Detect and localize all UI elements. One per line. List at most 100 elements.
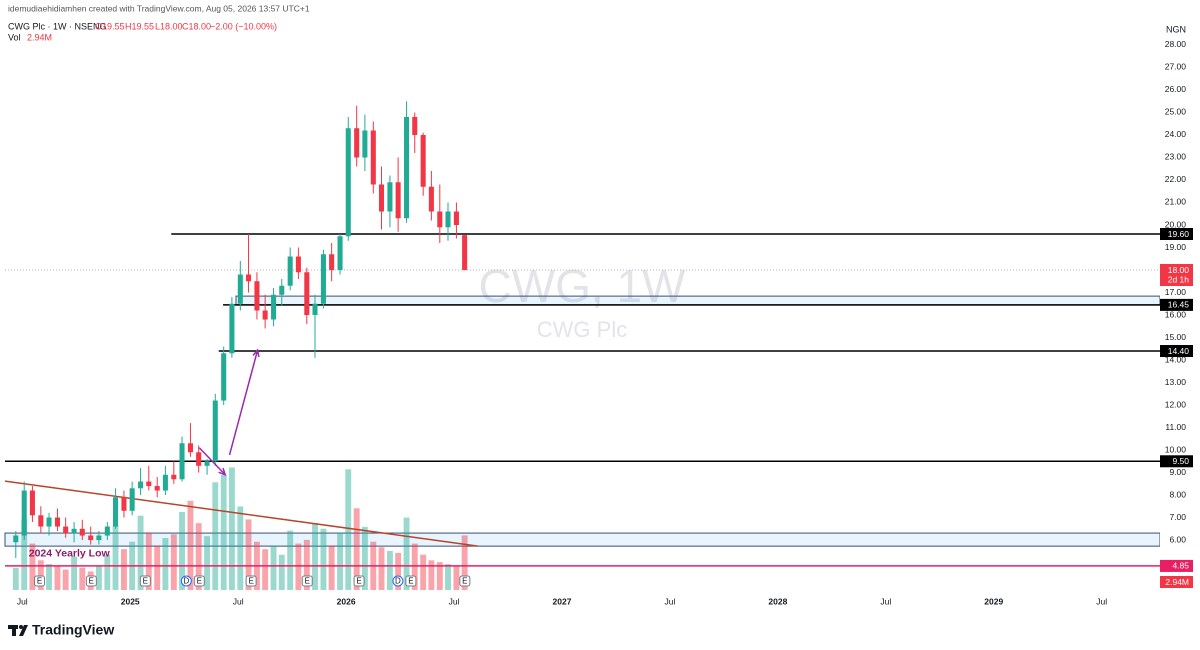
watermark-sub: CWG Plc bbox=[537, 317, 627, 342]
event-marker bbox=[353, 575, 365, 587]
y-tick-label: 23.00 bbox=[1165, 152, 1187, 162]
candle-body bbox=[271, 294, 277, 320]
event-label: D bbox=[183, 577, 189, 586]
legend-open: O19.55 bbox=[95, 21, 125, 31]
last-price-label: 18.00 bbox=[1168, 265, 1190, 275]
brand-name: TradingView bbox=[32, 622, 114, 638]
candle-body bbox=[462, 235, 468, 271]
event-marker bbox=[301, 575, 313, 587]
level-label: 9.50 bbox=[1172, 456, 1189, 466]
y-tick-label: 20.00 bbox=[1165, 219, 1187, 229]
volume-bar bbox=[237, 506, 244, 590]
x-tick-label: 2028 bbox=[768, 596, 787, 606]
event-marker bbox=[405, 575, 417, 587]
volume-bar bbox=[121, 549, 127, 590]
event-marker bbox=[34, 575, 46, 587]
candle-body bbox=[71, 528, 77, 534]
candle-body bbox=[362, 130, 368, 158]
volume-bar bbox=[170, 534, 177, 590]
candle-body bbox=[404, 116, 410, 219]
event-label: E bbox=[305, 577, 310, 586]
volume-bar bbox=[378, 547, 385, 590]
volume-bar bbox=[204, 536, 211, 590]
candle-body bbox=[445, 211, 451, 228]
candle-body bbox=[420, 134, 426, 187]
candle-body bbox=[345, 128, 351, 237]
volume-bar bbox=[21, 519, 28, 590]
candle-body bbox=[221, 353, 227, 401]
volume-bar bbox=[328, 545, 335, 590]
level-label-box bbox=[1160, 345, 1193, 358]
y-tick-label: 28.00 bbox=[1165, 39, 1187, 49]
candle-body bbox=[187, 443, 193, 453]
volume-bar bbox=[270, 545, 277, 590]
candle-body bbox=[312, 303, 318, 316]
volume-bar bbox=[411, 543, 418, 590]
volume-label-box bbox=[1160, 576, 1193, 588]
candle-body bbox=[63, 526, 69, 534]
candle-body bbox=[129, 488, 135, 511]
volume-bar bbox=[461, 535, 468, 590]
volume-bar bbox=[345, 469, 352, 590]
volume-bar bbox=[71, 556, 78, 590]
candle-body bbox=[329, 254, 335, 271]
volume-bar bbox=[245, 519, 252, 590]
volume-bar bbox=[303, 539, 310, 590]
event-label: E bbox=[89, 577, 94, 586]
candle-body bbox=[453, 211, 459, 226]
legend-change: −2.00 (−10.00%) bbox=[210, 21, 277, 31]
volume-bar bbox=[428, 560, 435, 590]
x-tick-label: Jul bbox=[17, 596, 28, 606]
arrow bbox=[198, 447, 226, 476]
candle-body bbox=[279, 285, 285, 295]
volume-bar bbox=[29, 543, 36, 590]
candle-body bbox=[295, 256, 301, 273]
candle-body bbox=[88, 535, 94, 541]
volume-bar bbox=[187, 500, 194, 590]
x-tick-label: Jul bbox=[449, 596, 460, 606]
y-tick-label: 12.00 bbox=[1165, 399, 1187, 409]
y-tick-label: 17.00 bbox=[1165, 287, 1187, 297]
candle-body bbox=[121, 497, 127, 511]
candle-body bbox=[96, 535, 102, 541]
volume-bar bbox=[262, 549, 269, 590]
volume-bar bbox=[312, 523, 318, 590]
candle-body bbox=[13, 535, 19, 543]
candle-body bbox=[79, 528, 85, 536]
volume-bar bbox=[420, 554, 427, 590]
volume-bar bbox=[436, 562, 443, 590]
event-label: E bbox=[408, 577, 413, 586]
x-tick-label: 2027 bbox=[553, 596, 572, 606]
volume-bar bbox=[220, 474, 227, 590]
arrow-head bbox=[218, 467, 227, 477]
event-marker bbox=[193, 575, 205, 587]
volume-bar bbox=[361, 526, 368, 590]
candle-body bbox=[113, 497, 119, 527]
candle-body bbox=[162, 474, 168, 491]
event-label: E bbox=[462, 577, 467, 586]
volume-bar bbox=[403, 517, 410, 590]
volume-bar bbox=[287, 530, 294, 590]
candle-body bbox=[138, 481, 144, 489]
volume-bar bbox=[337, 532, 344, 590]
candle-body bbox=[428, 186, 434, 212]
countdown: 2d 1h bbox=[1168, 274, 1190, 284]
candle-body bbox=[387, 182, 393, 212]
candle-body bbox=[304, 272, 310, 316]
candle-body bbox=[412, 116, 418, 135]
legend-high: H19.55 bbox=[125, 21, 154, 31]
level-label-box bbox=[1160, 559, 1193, 572]
volume-bar bbox=[278, 554, 285, 590]
y-tick-label: 27.00 bbox=[1165, 62, 1187, 72]
candle-body bbox=[29, 490, 35, 516]
candle-body bbox=[196, 452, 202, 466]
candle-body bbox=[337, 236, 343, 271]
y-tick-label: 14.00 bbox=[1165, 354, 1187, 364]
volume-bar bbox=[137, 515, 144, 590]
event-marker bbox=[139, 575, 151, 587]
y-tick-label: 16.00 bbox=[1165, 309, 1187, 319]
candle-body bbox=[237, 274, 243, 304]
volume-bar bbox=[295, 543, 302, 590]
y-tick-label: 15.00 bbox=[1165, 332, 1187, 342]
